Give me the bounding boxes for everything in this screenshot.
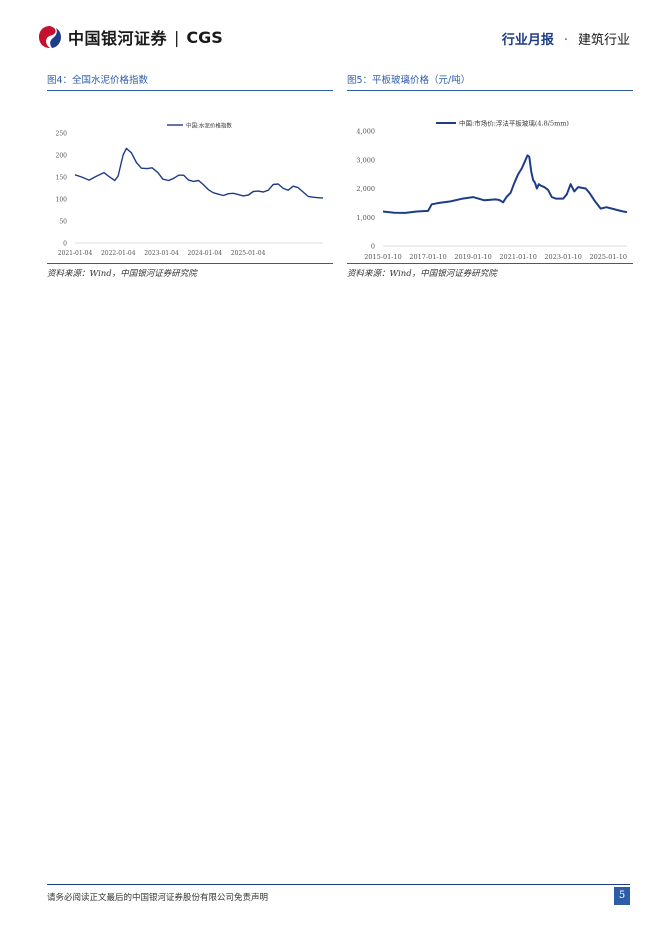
glass-chart-area: 0 1,000 2,000 3,000 4,000 2015-01-10 2017-01-1… xyxy=(347,91,633,264)
industry-name: 建筑行业 xyxy=(577,33,630,48)
y-tick-label: 1,000 xyxy=(356,214,375,222)
report-type: 行业月报 xyxy=(501,33,554,48)
x-tick-label: 2023-01-04 xyxy=(144,250,179,257)
x-tick-label: 2023-01-10 xyxy=(544,253,581,261)
x-tick-label: 2015-01-10 xyxy=(364,253,401,261)
x-tick-label: 2017-01-10 xyxy=(409,253,446,261)
series-line xyxy=(74,147,324,199)
x-tick-label: 2022-01-04 xyxy=(101,250,136,257)
x-tick-label: 2025-01-10 xyxy=(590,253,627,261)
disclaimer-text: 请务必阅读正文最后的中国银河证券股份有限公司免责声明 xyxy=(47,893,269,903)
y-tick-label: 50 xyxy=(59,219,67,226)
separator-dot: · xyxy=(563,33,568,48)
cement-chart-area: 0 50 100 150 200 250 2021-01-04 2022-01-04 2023-… xyxy=(47,91,333,264)
figure-title: 图4：全国水泥价格指数 xyxy=(47,72,333,91)
x-tick-label: 2025-01-04 xyxy=(231,250,266,257)
brand-separator: | xyxy=(174,27,180,47)
brand-name-cn: 中国银河证券 xyxy=(68,29,168,48)
cgs-logo-icon xyxy=(39,26,61,48)
y-tick-label: 2,000 xyxy=(356,185,375,193)
y-tick-label: 0 xyxy=(63,241,67,248)
y-tick-label: 150 xyxy=(56,175,68,182)
figure-title: 图5：平板玻璃价格（元/吨） xyxy=(347,72,633,91)
report-category: 行业月报 · 建筑行业 xyxy=(502,29,630,48)
y-tick-label: 100 xyxy=(56,197,68,204)
x-tick-label: 2021-01-04 xyxy=(58,250,93,257)
series-line xyxy=(382,154,628,214)
figure-glass-price: 图5：平板玻璃价格（元/吨） 0 1,000 2,000 3,000 4,000 2015… xyxy=(347,72,633,279)
x-tick-label: 2024-01-04 xyxy=(187,250,222,257)
y-tick-label: 3,000 xyxy=(356,156,375,164)
x-tick-label: 2019-01-10 xyxy=(454,253,491,261)
cement-price-chart: 0 50 100 150 200 250 2021-01-04 2022-01-04 2023-… xyxy=(56,122,324,257)
x-tick-label: 2021-01-10 xyxy=(499,253,536,261)
page-header: 中国银河证券 | CGS 行业月报 · 建筑行业 xyxy=(0,0,662,60)
y-tick-label: 0 xyxy=(371,243,375,251)
legend-label: 中国:水泥价格指数 xyxy=(186,122,232,130)
brand-name-en: CGS xyxy=(186,27,223,47)
brand-logo: 中国银河证券 | CGS xyxy=(38,25,223,49)
y-tick-label: 4,000 xyxy=(356,128,375,136)
page-number: 5 xyxy=(614,887,630,905)
legend-label: 中国:市场价:浮法平板玻璃(4.8/5mm) xyxy=(459,119,569,128)
figure-source: 资料来源：Wind，中国银河证券研究院 xyxy=(47,269,197,279)
page-footer: 请务必阅读正文最后的中国银河证券股份有限公司免责声明 5 xyxy=(47,884,630,905)
y-tick-label: 250 xyxy=(56,131,68,138)
figure-source: 资料来源：Wind，中国银河证券研究院 xyxy=(347,269,497,279)
y-tick-label: 200 xyxy=(56,153,68,160)
glass-price-chart: 0 1,000 2,000 3,000 4,000 2015-01-10 2017-01-1… xyxy=(356,119,628,261)
figure-cement-index: 图4：全国水泥价格指数 0 50 100 150 200 250 2021-01-04 202… xyxy=(47,72,333,279)
